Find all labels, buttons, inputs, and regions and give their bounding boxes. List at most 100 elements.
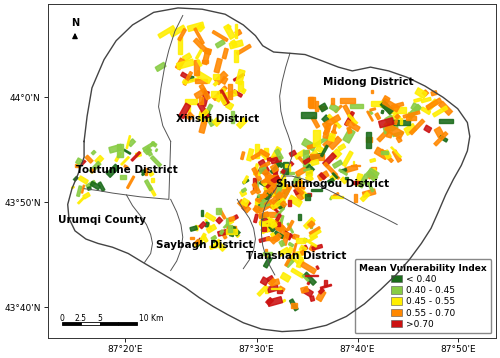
Bar bbox=[406, 116, 416, 120]
Bar bbox=[194, 28, 204, 44]
Bar bbox=[408, 112, 410, 120]
Bar bbox=[260, 161, 270, 169]
Bar bbox=[377, 128, 390, 142]
Bar bbox=[333, 193, 339, 197]
Bar bbox=[268, 218, 275, 227]
Bar bbox=[158, 26, 175, 38]
Bar bbox=[328, 136, 342, 150]
Bar bbox=[204, 115, 211, 121]
Bar bbox=[78, 176, 88, 184]
Bar bbox=[316, 266, 319, 270]
Bar bbox=[276, 193, 281, 208]
Bar bbox=[277, 188, 286, 195]
Bar bbox=[259, 149, 270, 158]
Bar bbox=[258, 212, 269, 219]
Bar bbox=[222, 48, 228, 59]
Bar bbox=[322, 115, 340, 129]
Bar bbox=[76, 186, 82, 197]
Bar bbox=[272, 206, 280, 215]
Bar bbox=[195, 243, 200, 248]
Bar bbox=[118, 322, 138, 325]
Bar bbox=[343, 129, 355, 143]
Bar bbox=[294, 188, 300, 195]
Bar bbox=[371, 90, 374, 93]
Bar bbox=[362, 189, 376, 197]
Bar bbox=[206, 224, 216, 233]
Bar bbox=[267, 276, 274, 282]
Bar bbox=[332, 125, 336, 133]
Bar bbox=[369, 111, 372, 115]
Bar bbox=[322, 115, 330, 123]
Bar bbox=[306, 174, 313, 182]
Bar bbox=[145, 168, 147, 175]
Bar bbox=[310, 229, 321, 238]
Bar bbox=[226, 218, 228, 227]
Bar bbox=[350, 104, 363, 108]
Legend: < 0.40, 0.40 - 0.45, 0.45 - 0.55, 0.55 - 0.70, >0.70: < 0.40, 0.40 - 0.45, 0.45 - 0.55, 0.55 -… bbox=[354, 259, 492, 333]
Bar bbox=[332, 160, 342, 168]
Bar bbox=[106, 164, 119, 178]
Bar bbox=[301, 112, 316, 118]
Bar bbox=[310, 154, 324, 160]
Bar bbox=[144, 180, 152, 191]
Bar bbox=[260, 277, 268, 285]
Bar bbox=[219, 209, 226, 219]
Bar bbox=[95, 155, 104, 164]
Bar bbox=[266, 297, 274, 305]
Bar bbox=[264, 257, 272, 268]
Bar bbox=[290, 257, 295, 261]
Bar bbox=[284, 185, 290, 194]
Bar bbox=[264, 214, 268, 218]
Bar bbox=[264, 212, 277, 217]
Bar bbox=[279, 240, 285, 247]
Bar bbox=[236, 44, 251, 55]
Bar bbox=[265, 290, 268, 293]
Bar bbox=[227, 25, 231, 29]
Bar bbox=[241, 198, 249, 206]
Bar bbox=[323, 153, 336, 167]
Bar bbox=[373, 170, 376, 178]
Bar bbox=[88, 187, 91, 190]
Bar bbox=[229, 217, 235, 222]
Bar bbox=[302, 287, 314, 297]
Bar bbox=[311, 160, 319, 166]
Bar bbox=[338, 144, 345, 151]
Bar bbox=[288, 233, 292, 240]
Bar bbox=[340, 177, 347, 184]
Bar bbox=[266, 175, 278, 178]
Bar bbox=[332, 130, 336, 135]
Bar bbox=[301, 262, 316, 274]
Bar bbox=[279, 286, 285, 291]
Bar bbox=[421, 107, 430, 115]
Bar bbox=[319, 103, 328, 112]
Bar bbox=[304, 272, 316, 285]
Bar bbox=[80, 322, 100, 325]
Bar bbox=[392, 150, 402, 162]
Bar bbox=[242, 201, 250, 210]
Bar bbox=[234, 50, 238, 62]
Bar bbox=[307, 153, 324, 161]
Bar bbox=[276, 179, 285, 187]
Bar bbox=[205, 222, 209, 227]
Bar bbox=[264, 181, 271, 188]
Bar bbox=[214, 240, 218, 245]
Bar bbox=[251, 153, 260, 160]
Text: Xinshi District: Xinshi District bbox=[176, 115, 259, 124]
Bar bbox=[302, 245, 308, 251]
Bar bbox=[270, 233, 274, 237]
Bar bbox=[366, 137, 372, 142]
Bar bbox=[280, 201, 286, 207]
Bar bbox=[264, 191, 272, 200]
Bar bbox=[291, 268, 304, 278]
Bar bbox=[254, 214, 258, 223]
Bar bbox=[195, 239, 203, 247]
Bar bbox=[224, 24, 235, 39]
Bar bbox=[262, 189, 269, 198]
Bar bbox=[395, 114, 400, 119]
Bar bbox=[311, 117, 320, 128]
Bar bbox=[194, 88, 207, 99]
Bar bbox=[183, 72, 192, 85]
Bar bbox=[262, 195, 272, 200]
Bar bbox=[268, 226, 272, 231]
Bar bbox=[148, 185, 156, 196]
